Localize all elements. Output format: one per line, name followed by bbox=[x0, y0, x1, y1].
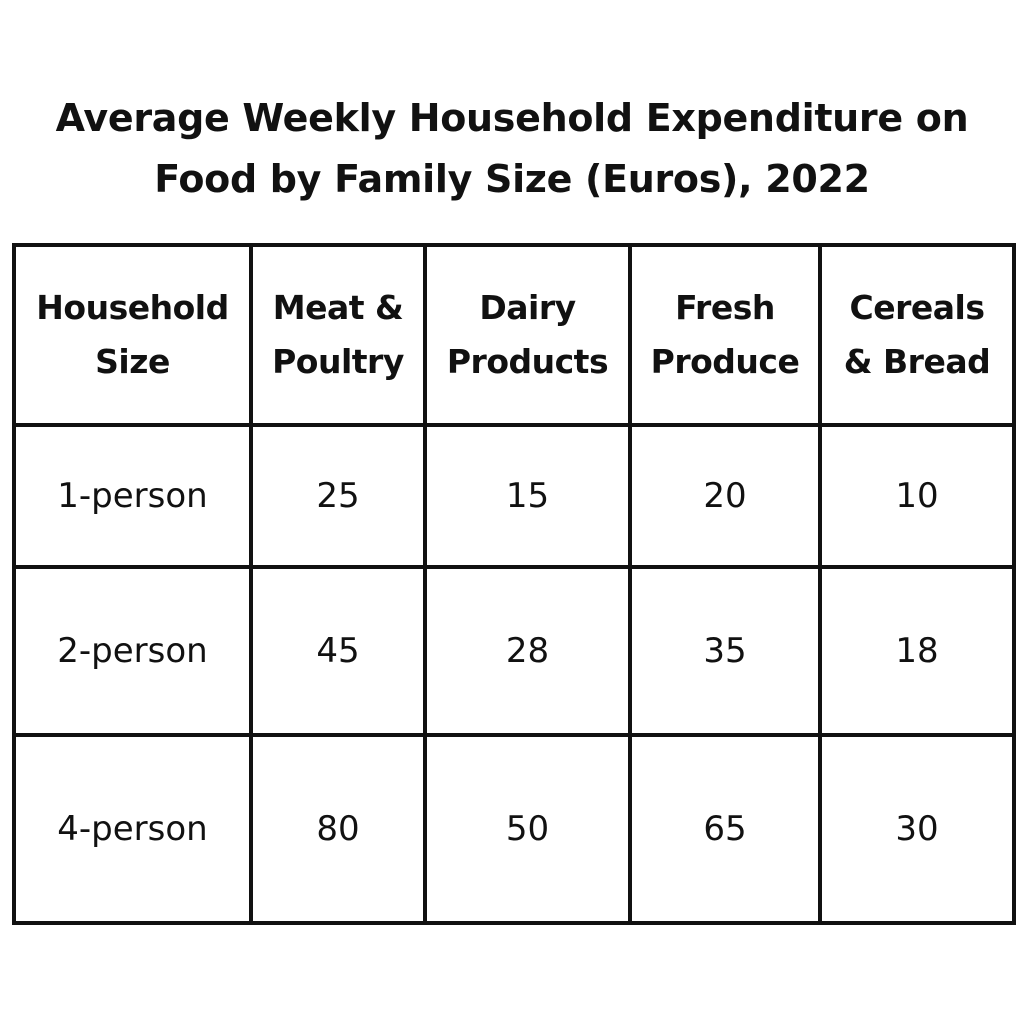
table-cell-meat-poultry: 45 bbox=[249, 565, 427, 737]
table-cell-cereals-bread: 10 bbox=[818, 423, 1016, 569]
column-header-line: & Bread bbox=[843, 342, 991, 381]
table-cell-dairy-products: 15 bbox=[423, 423, 632, 569]
table-cell-dairy-products: 28 bbox=[423, 565, 632, 737]
table-cell-cereals-bread: 18 bbox=[818, 565, 1016, 737]
chart-title: Average Weekly Household Expenditure on … bbox=[0, 88, 1024, 210]
table-cell-fresh-produce: 20 bbox=[628, 423, 822, 569]
column-header-line: Poultry bbox=[272, 342, 404, 381]
table-row: 4-person 80 50 65 30 bbox=[12, 733, 1016, 925]
column-header-cereals-bread: Cereals & Bread bbox=[818, 243, 1016, 427]
table-cell-meat-poultry: 25 bbox=[249, 423, 427, 569]
table-cell-household-size: 1-person bbox=[12, 423, 253, 569]
column-header-line: Produce bbox=[650, 342, 800, 381]
column-header-meat-poultry: Meat & Poultry bbox=[249, 243, 427, 427]
table-cell-household-size: 2-person bbox=[12, 565, 253, 737]
table-cell-meat-poultry: 80 bbox=[249, 733, 427, 925]
table-row: 2-person 45 28 35 18 bbox=[12, 565, 1016, 737]
column-header-line: Fresh bbox=[675, 288, 775, 327]
table-cell-cereals-bread: 30 bbox=[818, 733, 1016, 925]
column-header-line: Household bbox=[36, 288, 229, 327]
table-cell-household-size: 4-person bbox=[12, 733, 253, 925]
column-header-dairy-products: Dairy Products bbox=[423, 243, 632, 427]
chart-title-line-2: Food by Family Size (Euros), 2022 bbox=[154, 157, 870, 201]
table-cell-fresh-produce: 65 bbox=[628, 733, 822, 925]
table-header-row: Household Size Meat & Poultry Dairy Prod… bbox=[12, 243, 1016, 427]
table-cell-fresh-produce: 35 bbox=[628, 565, 822, 737]
column-header-fresh-produce: Fresh Produce bbox=[628, 243, 822, 427]
expenditure-table: Household Size Meat & Poultry Dairy Prod… bbox=[12, 243, 1016, 925]
column-header-line: Cereals bbox=[849, 288, 985, 327]
column-header-line: Products bbox=[446, 342, 609, 381]
table-cell-dairy-products: 50 bbox=[423, 733, 632, 925]
column-header-line: Size bbox=[95, 342, 170, 381]
column-header-line: Meat & bbox=[272, 288, 404, 327]
column-header-line: Dairy bbox=[479, 288, 576, 327]
column-header-household-size: Household Size bbox=[12, 243, 253, 427]
chart-title-line-1: Average Weekly Household Expenditure on bbox=[55, 96, 969, 140]
table-row: 1-person 25 15 20 10 bbox=[12, 423, 1016, 569]
